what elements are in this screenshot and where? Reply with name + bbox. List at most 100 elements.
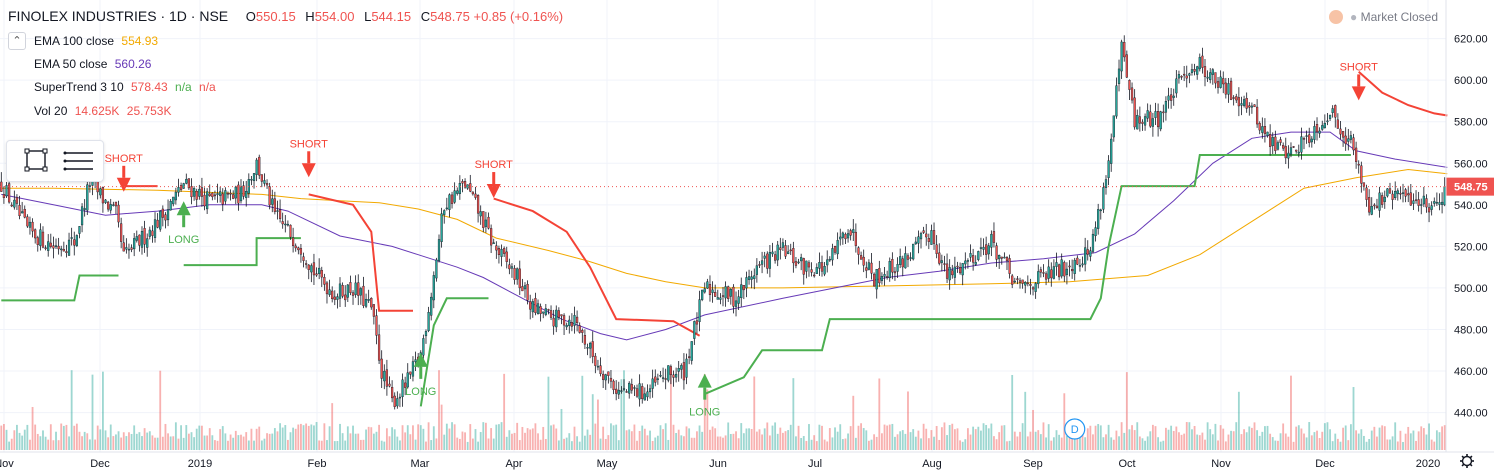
volume-bar xyxy=(518,440,521,450)
candle-body xyxy=(138,234,141,246)
legend-ema50[interactable]: EMA 50 close 560.26 xyxy=(34,57,151,71)
candle-body xyxy=(1086,249,1089,255)
candle-body xyxy=(617,389,620,395)
symbol-title[interactable]: FINOLEX INDUSTRIES · 1D · NSE xyxy=(8,8,229,24)
candle-body xyxy=(615,388,618,394)
candle-body xyxy=(213,194,217,197)
candle-body xyxy=(1039,269,1042,273)
volume-bar xyxy=(742,433,745,450)
candle-body xyxy=(370,298,373,308)
candle-body xyxy=(1063,262,1066,277)
candle-body xyxy=(810,269,813,273)
price-tick-label: 600.00 xyxy=(1454,75,1488,87)
gear-icon xyxy=(1460,454,1474,468)
candle-body xyxy=(654,376,657,383)
candle-body xyxy=(1154,111,1157,118)
candle-body xyxy=(1248,105,1251,108)
candle-body xyxy=(841,232,844,238)
volume-bar xyxy=(1415,440,1417,450)
candle-body xyxy=(586,347,589,349)
volume-bar xyxy=(469,424,472,450)
volume-bar xyxy=(745,428,748,450)
volume-bar xyxy=(1146,436,1149,450)
volume-bar xyxy=(263,438,266,450)
candle-body xyxy=(547,309,550,311)
open-value: 550.15 xyxy=(255,9,296,24)
high-key: H xyxy=(305,9,315,24)
list-settings-icon[interactable] xyxy=(61,147,97,175)
candle-body xyxy=(542,311,545,314)
volume-bar xyxy=(1370,430,1373,450)
legend-value: 578.43 xyxy=(130,80,168,94)
volume-bar xyxy=(774,422,777,450)
volume-bar xyxy=(1159,441,1162,450)
price-tick-label: 500.00 xyxy=(1454,283,1488,295)
volume-bar xyxy=(625,430,628,450)
candle-body xyxy=(1378,192,1381,211)
candle-body xyxy=(1159,111,1162,130)
volume-bar xyxy=(1021,423,1024,450)
dividend-marker-circle xyxy=(1064,418,1086,440)
candle-body xyxy=(1263,126,1267,135)
volume-bar xyxy=(1300,428,1303,450)
volume-bar xyxy=(552,424,555,450)
candle-body xyxy=(625,391,628,393)
volume-bar xyxy=(1125,372,1128,450)
volume-bar xyxy=(920,438,922,450)
volume-bar xyxy=(1092,434,1094,450)
candle-body xyxy=(891,259,894,273)
price-tick-label: 520.00 xyxy=(1454,241,1488,253)
time-tick-label: May xyxy=(597,458,618,470)
volume-bar xyxy=(1347,440,1350,450)
candle-body xyxy=(1024,282,1027,286)
candle-body xyxy=(672,374,675,378)
volume-bar xyxy=(247,440,250,450)
candle-body xyxy=(1170,94,1173,101)
arrow-down-icon xyxy=(301,163,316,178)
volume-bar xyxy=(1282,423,1285,450)
volume-bar xyxy=(88,439,91,450)
candle-body xyxy=(424,331,428,337)
candle-body xyxy=(995,245,998,260)
candle-body xyxy=(130,247,133,250)
volume-bar xyxy=(1360,429,1363,450)
legend-supertrend[interactable]: SuperTrend 3 10 578.43 n/a n/a xyxy=(34,80,216,94)
market-status-text: Market Closed xyxy=(1360,10,1438,24)
arrow-down-icon xyxy=(116,177,131,192)
chevron-up-icon[interactable]: ⌃ xyxy=(8,32,26,50)
volume-bar xyxy=(623,370,625,450)
candle-body xyxy=(807,262,811,268)
candle-body xyxy=(870,262,873,274)
candle-body xyxy=(495,245,498,251)
volume-bar xyxy=(1029,431,1032,450)
volume-bar xyxy=(1404,433,1407,450)
candle-body xyxy=(492,242,495,244)
candle-body xyxy=(148,229,151,237)
volume-bar xyxy=(643,428,646,450)
volume-bar xyxy=(638,431,641,450)
candle-body xyxy=(1021,279,1024,284)
candle-body xyxy=(789,249,792,252)
candle-body xyxy=(1156,110,1160,128)
volume-bar xyxy=(513,432,516,450)
candle-body xyxy=(503,248,506,254)
candle-body xyxy=(768,252,772,269)
legend-volume[interactable]: Vol 20 14.625K 25.753K xyxy=(34,104,172,118)
square-select-icon[interactable] xyxy=(19,147,55,175)
candle-body xyxy=(367,299,370,301)
candle-body xyxy=(518,268,521,289)
candle-body xyxy=(948,267,951,281)
candle-body xyxy=(1328,114,1332,119)
candle-body xyxy=(1310,138,1313,143)
candle-body xyxy=(497,248,501,256)
time-tick-label: Aug xyxy=(922,458,942,470)
volume-bar xyxy=(888,424,891,450)
candle-body xyxy=(539,306,542,314)
volume-bar xyxy=(201,425,203,450)
candle-body xyxy=(52,245,55,249)
volume-bar xyxy=(993,436,995,450)
supertrend-segment xyxy=(1358,71,1448,117)
volume-bar xyxy=(1204,439,1206,450)
legend-ema100[interactable]: EMA 100 close 554.93 xyxy=(34,34,158,48)
